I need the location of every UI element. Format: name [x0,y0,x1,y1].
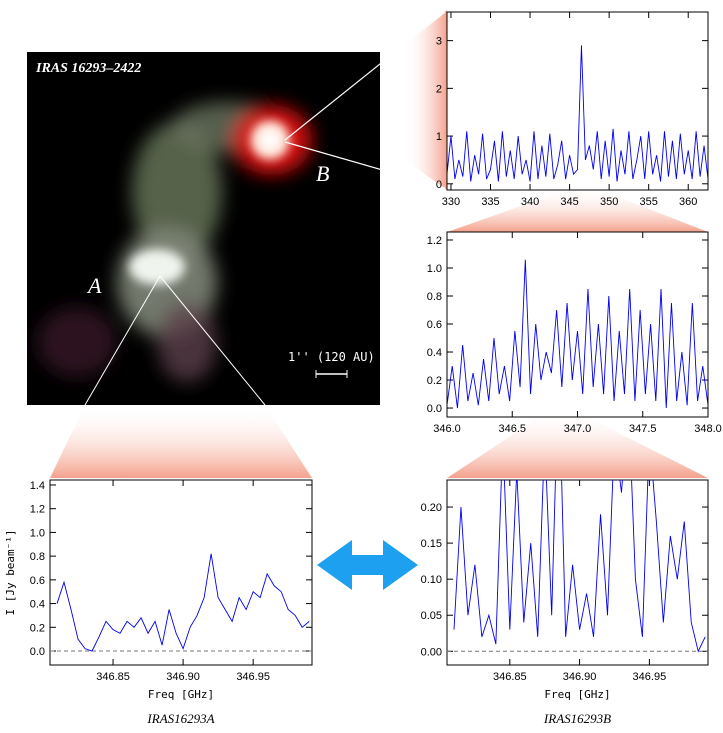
x-tick-label: 346.90 [166,671,200,683]
zoom-wedge [447,410,708,478]
plot-frame [49,479,313,666]
y-axis-label: I [Jy beam⁻¹] [4,529,17,615]
y-tick-label: 1.2 [427,235,442,247]
y-tick-label: 1.0 [30,527,45,539]
y-tick-label: 0.8 [427,291,442,303]
spectrum-line [56,553,310,652]
y-tick-label: 0.00 [421,646,442,658]
y-tick-label: 0.10 [421,574,442,586]
x-tick-label: 340 [521,196,539,208]
x-tick-label: 348.0 [694,423,722,435]
y-tick-label: 1.0 [427,263,442,275]
x-axis-label: Freq [GHz] [148,688,214,701]
y-tick-label: 1.4 [30,480,45,492]
x-tick-label: 346.85 [96,671,130,683]
x-tick-label: 347.5 [629,423,657,435]
y-tick-label: 1 [436,131,442,143]
y-tick-label: 0.8 [30,551,45,563]
y-tick-label: 0.2 [427,375,442,387]
spectrum-line [447,45,708,182]
y-tick-label: 0.2 [30,622,45,634]
y-tick-label: 0 [436,179,442,191]
sky-image [27,11,446,406]
x-tick-label: 346.90 [563,671,597,683]
x-tick-label: 335 [481,196,499,208]
x-tick-label: 346.95 [633,671,667,683]
y-tick-label: 0.6 [427,319,442,331]
image-title: IRAS 16293–2422 [35,61,141,76]
plot-frame [446,479,709,666]
x-tick-label: 346.85 [493,671,527,683]
panel-caption: IRAS16293A [146,711,214,726]
spectrum-line [447,259,708,409]
x-tick-label: 346.95 [236,671,270,683]
y-tick-label: 0.0 [427,403,442,415]
zoom-wedge [405,10,447,190]
y-tick-label: 2 [436,83,442,95]
x-axis-label: Freq [GHz] [544,688,610,701]
y-tick-label: 0.05 [421,610,442,622]
y-tick-label: 0.20 [421,502,442,514]
label-b: B [316,161,329,186]
y-tick-label: 0.6 [30,575,45,587]
x-tick-label: 355 [640,196,658,208]
x-tick-label: 360 [679,196,697,208]
y-tick-label: 0.15 [421,538,442,550]
x-tick-label: 347.0 [564,423,592,435]
zoom-wedge [50,405,312,478]
plot-frame [446,231,709,418]
y-tick-label: 0.4 [427,347,442,359]
compare-arrow [317,540,418,590]
y-tick-label: 0.4 [30,599,45,611]
y-tick-label: 1.2 [30,504,45,516]
zoom-wedge [447,187,708,232]
x-tick-label: 346.5 [498,423,526,435]
y-tick-label: 0.0 [30,646,45,658]
x-tick-label: 345 [560,196,578,208]
panel-caption: IRAS16293B [543,711,611,726]
x-tick-label: 330 [442,196,460,208]
x-tick-label: 350 [600,196,618,208]
scale-bar-label: 1'' (120 AU) [288,350,375,364]
y-tick-label: 3 [436,36,442,48]
x-tick-label: 346.0 [433,423,461,435]
label-a: A [86,273,102,298]
spectrum-line [453,480,706,653]
